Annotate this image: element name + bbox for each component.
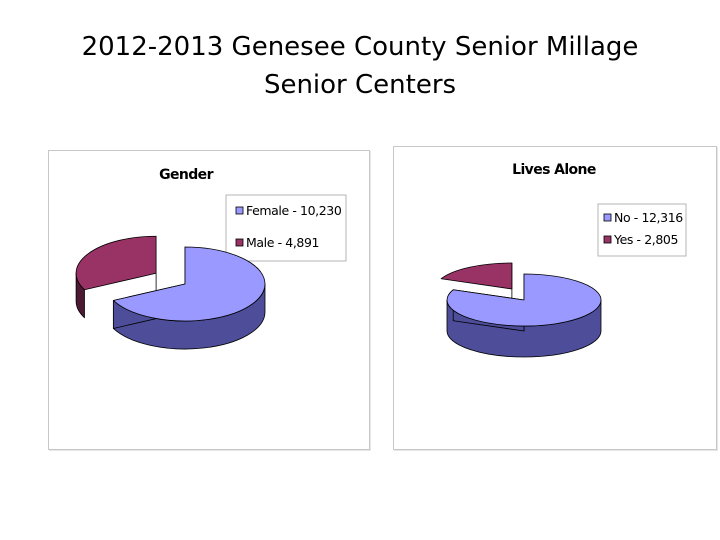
lives-alone-pie [440, 262, 602, 358]
lives-alone-chart-title: Lives Alone [512, 162, 596, 178]
legend-swatch-no [603, 213, 612, 222]
pie-slice-male [75, 235, 157, 319]
slide-title-line-1: 2012-2013 Genesee County Senior Millage [81, 32, 639, 62]
lives-alone-legend-box [597, 203, 687, 257]
pie-slice-no [446, 273, 602, 358]
gender-pie [75, 235, 266, 350]
lives-alone-pie-chart: Lives Alone No - 12,316 Yes - 2,805 [440, 162, 687, 358]
slide-title-line-2: Senior Centers [263, 70, 457, 100]
gender-chart-title: Gender [159, 167, 213, 183]
legend-swatch-female [235, 206, 244, 215]
pie-slice-yes-top [440, 262, 513, 290]
pie-slice-female-top [112, 246, 266, 322]
legend-label-yes: Yes - 2,805 [613, 232, 678, 247]
legend-swatch-yes [603, 235, 612, 244]
pie-slice-female [112, 246, 266, 350]
lives-alone-legend: No - 12,316 Yes - 2,805 [597, 203, 687, 257]
lives-alone-chart-panel: Lives Alone No - 12,316 Yes - 2,805 [393, 146, 717, 450]
gender-legend-box [225, 194, 347, 262]
legend-label-no: No - 12,316 [614, 210, 683, 225]
slide-title: 2012-2013 Genesee County Senior Millage … [0, 28, 720, 104]
legend-swatch-male [235, 238, 244, 247]
gender-legend: Female - 10,230 Male - 4,891 [225, 194, 347, 262]
pie-slice-no-top [446, 273, 602, 327]
legend-label-male: Male - 4,891 [246, 235, 319, 250]
legend-label-female: Female - 10,230 [246, 203, 342, 218]
pie-slice-male-top [75, 235, 157, 291]
gender-pie-chart: Gender Female - 10,230 Male - 4,891 [75, 167, 347, 350]
gender-chart-panel: Gender Female - 10,230 Male - 4,891 [48, 150, 370, 450]
